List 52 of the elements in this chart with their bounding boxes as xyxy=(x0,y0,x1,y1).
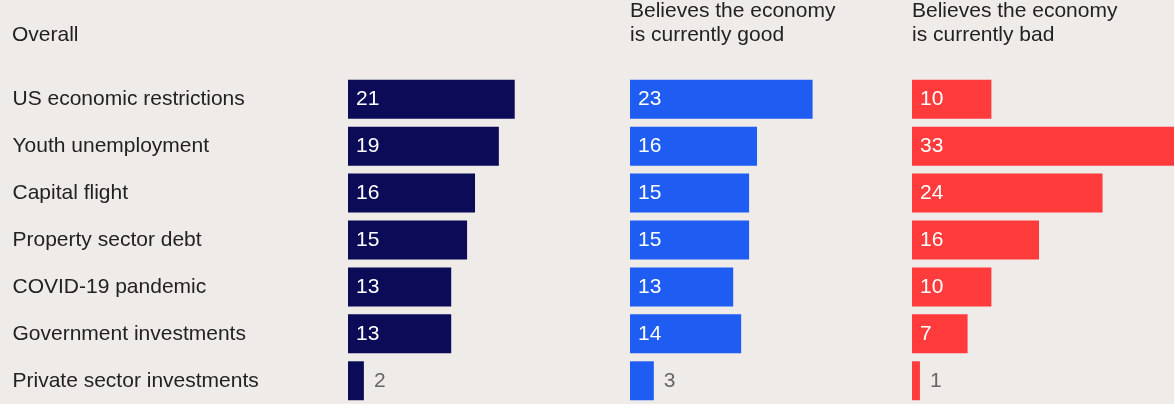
data-label: 14 xyxy=(638,320,662,344)
bar xyxy=(912,220,1040,260)
bar xyxy=(912,361,920,401)
y-tick-label: COVID-19 pandemic xyxy=(12,273,207,297)
bar xyxy=(348,361,364,401)
chart-title: Believes the economy is currently bad xyxy=(912,0,1118,45)
bar xyxy=(630,79,813,119)
data-label: 1 xyxy=(929,367,942,391)
bar xyxy=(630,314,742,354)
chart-title: Believes the economy is currently good xyxy=(630,0,836,45)
data-label: 10 xyxy=(920,86,944,110)
data-label: 7 xyxy=(920,320,932,344)
data-label: 16 xyxy=(638,133,662,157)
data-label: 24 xyxy=(920,180,944,204)
y-tick-label: Private sector investments xyxy=(12,367,259,391)
data-label: 15 xyxy=(356,227,380,250)
data-label: 16 xyxy=(356,180,380,204)
y-tick-label: Property sector debt xyxy=(12,227,202,250)
data-label: 13 xyxy=(638,273,662,297)
data-label: 3 xyxy=(663,367,676,391)
data-label: 13 xyxy=(356,273,380,297)
bar xyxy=(348,79,515,119)
data-label: 19 xyxy=(356,133,380,157)
bar xyxy=(912,314,968,354)
bar xyxy=(630,361,654,401)
text: Overall xyxy=(12,22,79,45)
bar xyxy=(630,267,734,307)
data-label: 21 xyxy=(356,86,380,110)
y-tick-label: US economic restrictions xyxy=(12,86,245,110)
data-label: 23 xyxy=(638,86,662,110)
bar xyxy=(630,220,750,260)
data-label: 16 xyxy=(920,227,944,250)
data-label: 33 xyxy=(920,133,944,157)
bar xyxy=(348,314,452,354)
y-tick-label: Youth unemployment xyxy=(12,133,210,157)
bar xyxy=(348,267,452,307)
data-label: 10 xyxy=(920,273,944,297)
y-tick-label: Government investments xyxy=(12,320,246,344)
data-label: 2 xyxy=(373,367,386,391)
bar xyxy=(912,173,1103,213)
y-tick-label: Capital flight xyxy=(12,180,129,204)
bar xyxy=(912,126,1174,166)
bar xyxy=(348,173,476,213)
bar xyxy=(630,173,750,213)
bar xyxy=(348,126,499,166)
data-label: 15 xyxy=(638,180,662,204)
bar xyxy=(630,126,758,166)
bar xyxy=(348,220,468,260)
bar xyxy=(912,79,992,119)
data-label: 15 xyxy=(638,227,662,250)
bar xyxy=(912,267,992,307)
data-label: 13 xyxy=(356,320,380,344)
